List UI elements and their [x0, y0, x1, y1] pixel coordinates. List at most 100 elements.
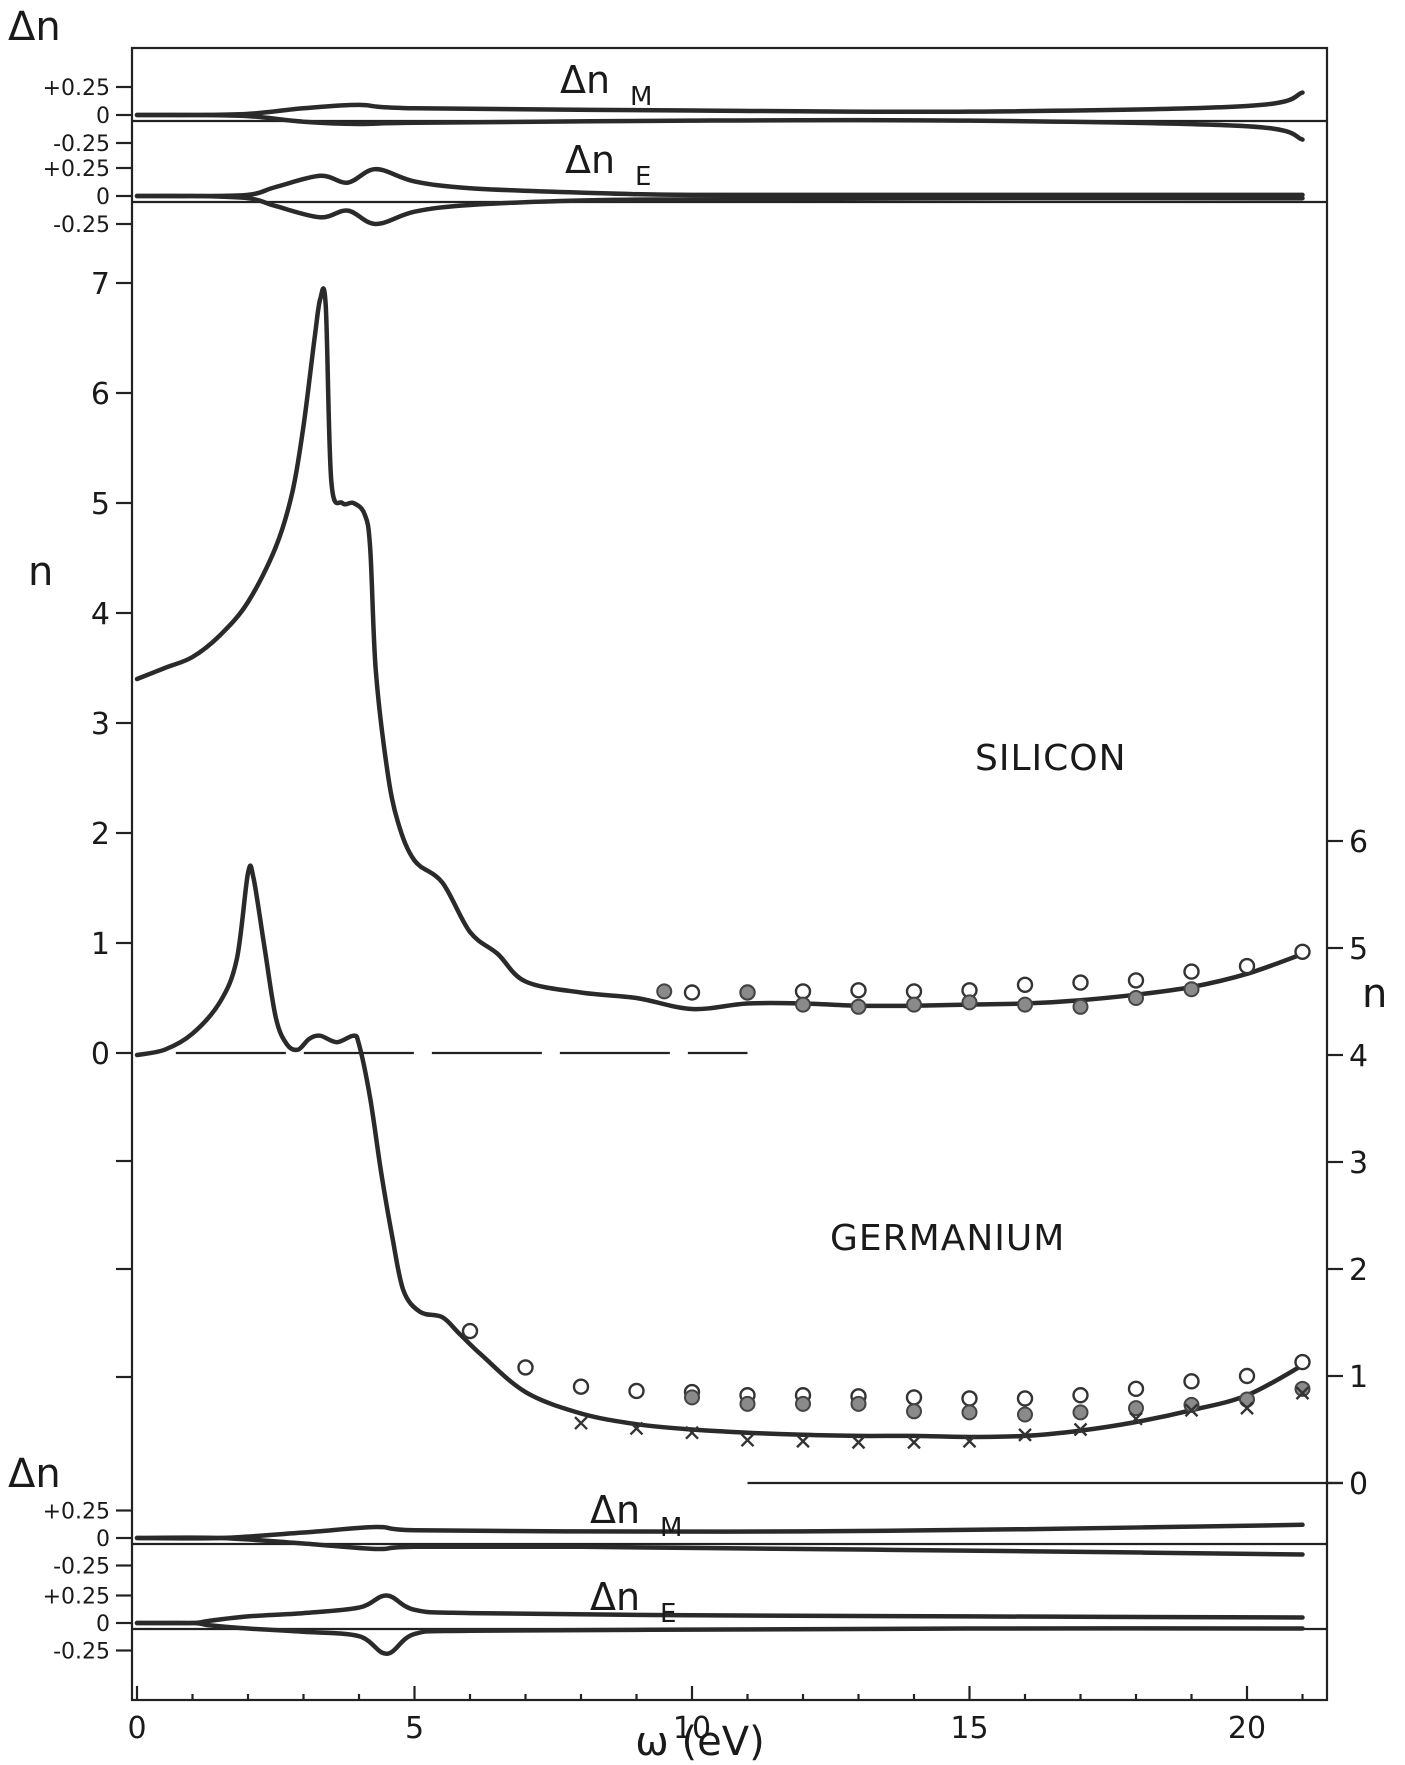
- delta-curve-3-upper: [134, 1593, 1305, 1626]
- delta-nE-silicon-label: Δn E: [565, 138, 651, 192]
- silicon-open-point: [1183, 963, 1200, 980]
- germanium-cross-point: [1129, 1411, 1143, 1426]
- delta-nE-silicon-subscript: E: [635, 162, 651, 192]
- delta-curve-3-lower: [134, 1620, 1305, 1657]
- delta-tick-label: +0.25: [43, 157, 110, 182]
- germanium-cross-point: [740, 1433, 755, 1448]
- germanium-cross-point: [1184, 1403, 1199, 1418]
- silicon-filled-point: [961, 994, 978, 1011]
- right-n-axis-label: n: [1362, 971, 1387, 1017]
- germanium-cross-point: [1240, 1401, 1254, 1415]
- silicon-filled-point: [1183, 981, 1200, 998]
- delta-curve-1-lower: [134, 193, 1305, 227]
- germanium-filled-point: [795, 1395, 811, 1412]
- germanium-label: GERMANIUM: [830, 1218, 1065, 1259]
- silicon-n-curve: [134, 286, 1305, 1012]
- silicon-filled-point: [850, 998, 867, 1015]
- germanium-filled-point: [1017, 1406, 1033, 1423]
- n-curves: [134, 286, 1305, 1440]
- germanium-filled-point: [1072, 1404, 1089, 1421]
- delta-nE-germanium-label: Δn E: [590, 1575, 676, 1629]
- germanium-open-point: [572, 1378, 590, 1395]
- germanium-open-point: [1072, 1387, 1089, 1404]
- left-tick-label-3: 3: [91, 707, 110, 742]
- germanium-open-point: [1016, 1390, 1034, 1407]
- silicon-open-point: [850, 982, 867, 999]
- delta-curve-0-upper: [134, 90, 1305, 118]
- delta-tick-label: 0: [96, 185, 110, 210]
- germanium-open-point: [1238, 1367, 1256, 1385]
- silicon-filled-point: [739, 984, 756, 1001]
- germanium-cross-point: [629, 1421, 644, 1436]
- silicon-filled-point: [1072, 998, 1089, 1015]
- germanium-cross-point: [796, 1434, 810, 1449]
- delta-tick-label: 0: [96, 1527, 110, 1552]
- delta-n-curves: [134, 90, 1305, 1657]
- right-tick-label-5: 5: [1349, 932, 1368, 967]
- plot-frame: [130, 46, 1329, 1702]
- silicon-filled-point: [656, 983, 673, 1000]
- germanium-open-point: [517, 1359, 534, 1376]
- x-tick-label-20: 20: [1228, 1711, 1266, 1746]
- germanium-filled-point: [1128, 1400, 1144, 1417]
- left-tick-label-7: 7: [91, 267, 110, 302]
- delta-tick-label: +0.25: [43, 76, 110, 101]
- delta-nM-silicon-label: Δn M: [560, 58, 652, 112]
- delta-curve-1-upper: [134, 166, 1305, 199]
- germanium-cross-point: [851, 1435, 866, 1450]
- germanium-filled-point: [1294, 1380, 1311, 1397]
- silicon-open-point: [683, 984, 701, 1001]
- silicon-open-point: [1294, 943, 1311, 960]
- germanium-cross-point: [1018, 1428, 1032, 1442]
- silicon-filled-point: [795, 996, 811, 1013]
- germanium-filled-point: [684, 1389, 700, 1406]
- delta-tick-label: -0.25: [53, 132, 110, 157]
- delta-curve-0-lower: [134, 112, 1305, 142]
- left-n-axis-label: n: [28, 549, 53, 595]
- silicon-open-point: [1072, 974, 1089, 991]
- x-tick-label-15: 15: [950, 1711, 988, 1746]
- left-n-axis: 0 1 2 3 4 5 6 7: [91, 267, 132, 1379]
- right-tick-label-3: 3: [1349, 1146, 1368, 1181]
- silicon-open-point: [1127, 972, 1145, 989]
- silicon-label: SILICON: [975, 738, 1127, 779]
- delta-nM-germanium-text: Δn: [590, 1488, 640, 1532]
- silicon-open-point: [1016, 976, 1034, 993]
- germanium-filled-point: [850, 1395, 867, 1412]
- left-tick-label-2: 2: [91, 817, 110, 852]
- x-tick-label-5: 5: [405, 1711, 424, 1746]
- x-tick-label-0: 0: [127, 1711, 146, 1746]
- x-tick-label-10: 10: [673, 1711, 711, 1746]
- silicon-filled-point: [1017, 996, 1033, 1013]
- delta-nM-silicon-subscript: M: [630, 82, 652, 112]
- germanium-open-point: [461, 1322, 479, 1340]
- delta-tick-label: 0: [96, 1612, 110, 1637]
- delta-tick-label: -0.25: [53, 213, 110, 238]
- right-tick-label-6: 6: [1349, 825, 1368, 860]
- delta-nE-silicon-text: Δn: [565, 138, 615, 182]
- germanium-open-point: [1183, 1373, 1200, 1390]
- germanium-open-point: [1294, 1353, 1311, 1371]
- left-tick-label-0: 0: [91, 1037, 110, 1072]
- delta-n-axis-label-top: Δn: [8, 4, 61, 50]
- right-tick-label-1: 1: [1349, 1360, 1368, 1395]
- silicon-filled-point: [906, 996, 922, 1013]
- silicon-open-point: [1238, 957, 1256, 975]
- delta-curve-2-lower: [134, 1535, 1305, 1557]
- germanium-open-point: [1127, 1380, 1145, 1398]
- germanium-cross-point: [1295, 1386, 1310, 1400]
- experimental-points: [461, 943, 1311, 1450]
- delta-tick-label: +0.25: [43, 1500, 110, 1525]
- delta-tick-label: -0.25: [53, 1640, 110, 1665]
- x-axis-title: ω (eV): [635, 1719, 764, 1765]
- germanium-cross-point: [1073, 1422, 1088, 1437]
- left-tick-label-1: 1: [91, 927, 110, 962]
- delta-tick-label: 0: [96, 104, 110, 129]
- germanium-filled-point: [906, 1403, 922, 1420]
- germanium-cross-point: [907, 1435, 921, 1450]
- silicon-filled-point: [1128, 990, 1144, 1006]
- germanium-n-curve: [134, 863, 1305, 1440]
- right-tick-label-0: 0: [1349, 1467, 1368, 1502]
- germanium-open-point: [905, 1389, 923, 1406]
